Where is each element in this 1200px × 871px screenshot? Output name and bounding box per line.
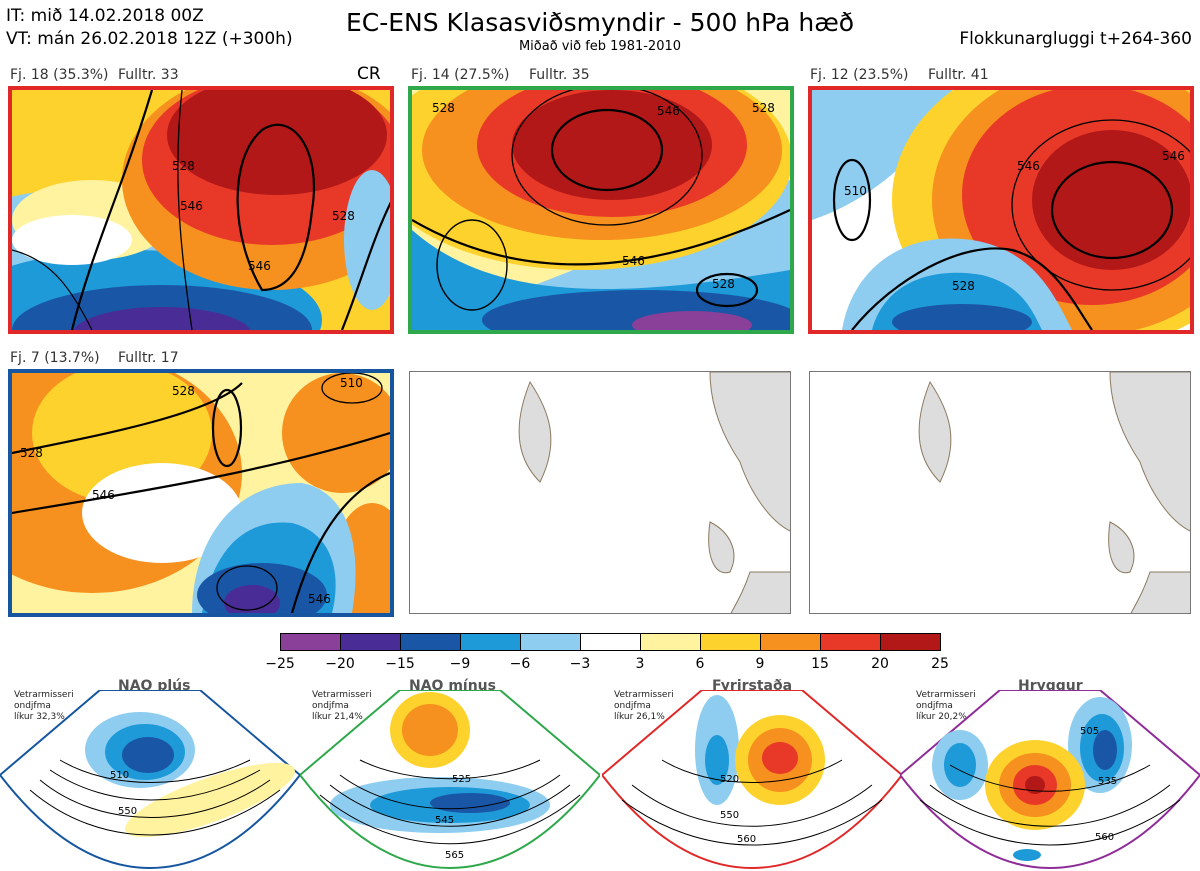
regime-4-contour-label: 505 xyxy=(1080,726,1099,737)
regime-4-season: Vetrarmisseri xyxy=(916,690,976,700)
cluster-map-4: 528 546 528 510 546 xyxy=(8,369,394,617)
cluster-map-1: 546 528 528 546 xyxy=(8,86,394,334)
regime-4-note: ondjfma xyxy=(916,701,953,711)
colorbar-tick: −9 xyxy=(449,656,471,672)
page-title: EC-ENS Klasasviðsmyndir - 500 hPa hæð xyxy=(345,8,855,37)
cluster-1-tag: CR xyxy=(357,64,381,84)
regime-4-contour-label: 560 xyxy=(1095,832,1114,843)
regime-3-contour-label: 550 xyxy=(720,810,739,821)
colorbar-tick: −15 xyxy=(385,656,415,672)
colorbar-cell xyxy=(820,633,881,651)
cluster-2-members: Fulltr. 35 xyxy=(529,67,590,83)
cluster-map-4-field: 528 546 528 510 546 xyxy=(12,373,390,613)
empty-map-5-coastline xyxy=(518,372,790,613)
cluster-map-4-contour-label: 528 xyxy=(172,384,195,398)
colorbar-tick: 3 xyxy=(635,656,645,672)
colorbar-tick: −3 xyxy=(569,656,591,672)
colorbar-tick: 20 xyxy=(871,656,889,672)
cluster-map-1-field: 546 528 528 546 xyxy=(12,90,390,330)
colorbar-tick: −20 xyxy=(325,656,355,672)
cluster-map-4-contour-label: 546 xyxy=(308,592,331,606)
cluster-4-label: Fj. 7 (13.7%) xyxy=(10,350,100,366)
regime-2-prob: líkur 21,4% xyxy=(312,712,363,722)
regime-2-note: ondjfma xyxy=(312,701,349,711)
cluster-map-4-contour-label: 510 xyxy=(340,376,363,390)
regime-1-prob: líkur 32,3% xyxy=(14,712,65,722)
regime-4-map: 505 535 560 xyxy=(900,690,1200,870)
regime-1-map: 510 550 xyxy=(0,690,300,870)
cluster-map-1-contour-label: 546 xyxy=(248,259,271,273)
colorbar-tick: 9 xyxy=(755,656,765,672)
cluster-map-2-contour-label: 528 xyxy=(712,277,735,291)
cluster-4-members: Fulltr. 17 xyxy=(118,350,179,366)
cluster-map-3: 546 528 510 546 xyxy=(808,86,1194,334)
cluster-map-3-contour-label: 510 xyxy=(844,184,867,198)
cluster-map-2-contour-label: 546 xyxy=(657,104,680,118)
colorbar-cell xyxy=(400,633,461,651)
cluster-2-label: Fj. 14 (27.5%) xyxy=(411,67,510,83)
regime-2-map: 525 545 565 xyxy=(300,690,600,870)
colorbar-cell xyxy=(880,633,941,651)
empty-map-6-coastline xyxy=(918,372,1190,613)
colorbar-cell xyxy=(760,633,821,651)
colorbar-cell xyxy=(460,633,521,651)
cluster-map-1-contour-label: 528 xyxy=(172,159,195,173)
cluster-map-4-contour-label: 528 xyxy=(20,446,43,460)
colorbar-cell xyxy=(640,633,701,651)
classification-window: Flokkunargluggi t+264-360 xyxy=(959,29,1192,49)
colorbar-tick: 15 xyxy=(811,656,829,672)
regime-3-season: Vetrarmisseri xyxy=(614,690,674,700)
regime-4-contour-label: 535 xyxy=(1098,776,1117,787)
regime-2-contour-label: 545 xyxy=(435,815,454,826)
page-subtitle: Miðað við feb 1981-2010 xyxy=(518,39,682,54)
init-time: IT: mið 14.02.2018 00Z xyxy=(6,6,204,26)
cluster-map-1-contour-label: 528 xyxy=(332,209,355,223)
cluster-map-2-contour-label: 528 xyxy=(752,101,775,115)
regime-3-prob: líkur 26,1% xyxy=(614,712,665,722)
colorbar-tick: −25 xyxy=(265,656,295,672)
regime-3-contour-label: 560 xyxy=(737,834,756,845)
cluster-map-3-contour-label: 546 xyxy=(1017,159,1040,173)
cluster-map-2-field: 546 528 546 528 528 xyxy=(412,90,790,330)
regime-2-contour-label: 565 xyxy=(445,850,464,861)
cluster-3-label: Fj. 12 (23.5%) xyxy=(810,67,909,83)
colorbar-cell xyxy=(700,633,761,651)
colorbar-tick: −6 xyxy=(509,656,531,672)
cluster-map-4-contour-label: 546 xyxy=(92,488,115,502)
cluster-map-2: 546 528 546 528 528 xyxy=(408,86,794,334)
cluster-1-members: Fulltr. 33 xyxy=(118,67,179,83)
empty-map-panel-6 xyxy=(809,371,1191,614)
colorbar-cell xyxy=(580,633,641,651)
regime-3-note: ondjfma xyxy=(614,701,651,711)
regime-1-contour-label: 550 xyxy=(118,806,137,817)
cluster-map-2-contour-label: 546 xyxy=(622,254,645,268)
regime-2-contour-label: 525 xyxy=(452,774,471,785)
regime-1-season: Vetrarmisseri xyxy=(14,690,74,700)
colorbar-cell xyxy=(340,633,401,651)
cluster-map-3-contour-label: 546 xyxy=(1162,149,1185,163)
regime-1-note: ondjfma xyxy=(14,701,51,711)
regime-3-contour-label: 520 xyxy=(720,774,739,785)
colorbar-tick: 6 xyxy=(695,656,705,672)
cluster-1-label: Fj. 18 (35.3%) xyxy=(10,67,109,83)
valid-time: VT: mán 26.02.2018 12Z (+300h) xyxy=(6,29,293,49)
cluster-map-3-contour-label: 528 xyxy=(952,279,975,293)
cluster-3-members: Fulltr. 41 xyxy=(928,67,989,83)
regime-2-season: Vetrarmisseri xyxy=(312,690,372,700)
regime-1-contour-label: 510 xyxy=(110,770,129,781)
colorbar-cell xyxy=(520,633,581,651)
colorbar-cell xyxy=(280,633,341,651)
cluster-map-1-contour-label: 546 xyxy=(180,199,203,213)
cluster-map-2-contour-label: 528 xyxy=(432,101,455,115)
regime-4-prob: líkur 20,2% xyxy=(916,712,967,722)
colorbar-tick: 25 xyxy=(931,656,949,672)
regime-3-map: 520 550 560 xyxy=(602,690,902,870)
empty-map-panel-5 xyxy=(409,371,791,614)
cluster-map-3-field: 546 528 510 546 xyxy=(812,90,1190,330)
